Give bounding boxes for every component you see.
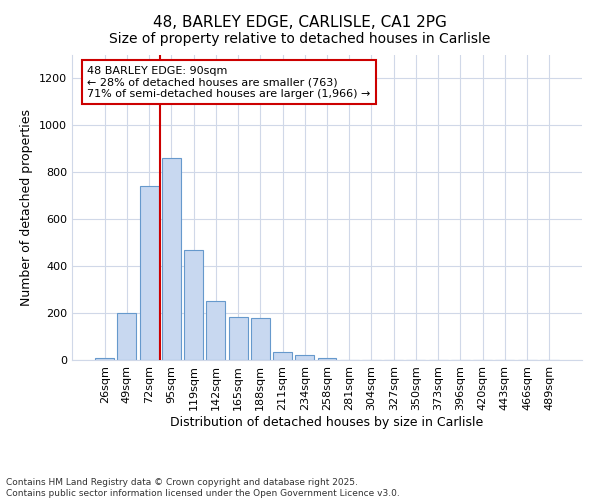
Text: Size of property relative to detached houses in Carlisle: Size of property relative to detached ho… — [109, 32, 491, 46]
Bar — [295, 356, 314, 360]
Bar — [273, 352, 292, 360]
Bar — [118, 313, 136, 360]
Bar — [95, 358, 114, 360]
Bar — [317, 358, 337, 360]
Text: Contains HM Land Registry data © Crown copyright and database right 2025.
Contai: Contains HM Land Registry data © Crown c… — [6, 478, 400, 498]
Bar — [140, 186, 158, 360]
Bar — [251, 318, 270, 360]
Bar — [206, 302, 225, 360]
X-axis label: Distribution of detached houses by size in Carlisle: Distribution of detached houses by size … — [170, 416, 484, 428]
Y-axis label: Number of detached properties: Number of detached properties — [20, 109, 34, 306]
Bar — [229, 316, 248, 360]
Text: 48, BARLEY EDGE, CARLISLE, CA1 2PG: 48, BARLEY EDGE, CARLISLE, CA1 2PG — [153, 15, 447, 30]
Text: 48 BARLEY EDGE: 90sqm
← 28% of detached houses are smaller (763)
71% of semi-det: 48 BARLEY EDGE: 90sqm ← 28% of detached … — [88, 66, 371, 99]
Bar — [162, 158, 181, 360]
Bar — [184, 250, 203, 360]
